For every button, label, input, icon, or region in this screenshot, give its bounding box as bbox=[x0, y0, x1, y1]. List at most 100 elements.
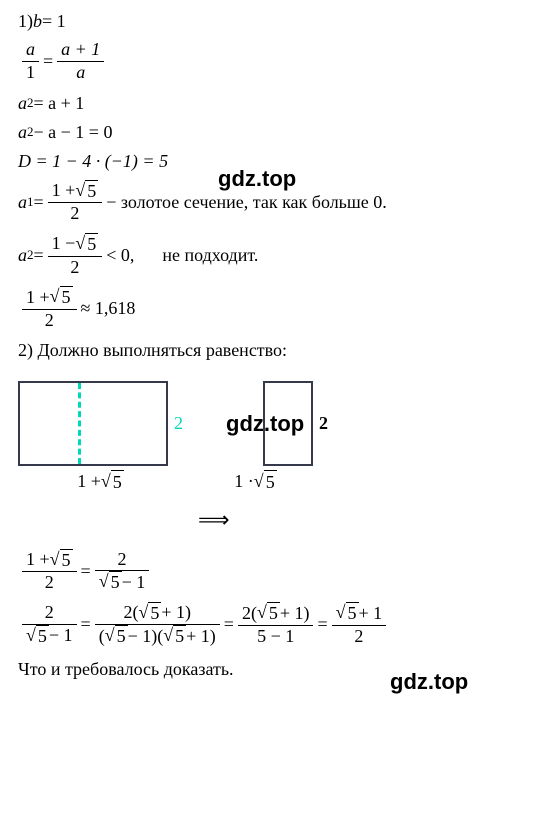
approx: ≈ 1,618 bbox=[81, 297, 136, 320]
sqrt-arg: 5 bbox=[85, 180, 98, 203]
var-a: a bbox=[18, 92, 27, 115]
num-pre: 1 + bbox=[26, 287, 50, 309]
fraction: 2( √5 + 1) 5 − 1 bbox=[238, 602, 314, 647]
num-pre: 1 + bbox=[52, 180, 76, 202]
equation-2: 2 √5 − 1 = 2( √5 + 1) ( √5 − 1)( √5 + 1)… bbox=[18, 602, 530, 648]
den: 2 bbox=[66, 257, 83, 279]
num-pre: 1 − bbox=[52, 233, 76, 255]
big-rect-bottom-label: 1 + √5 bbox=[77, 470, 124, 494]
sqrt-arg: 5 bbox=[173, 625, 186, 648]
sqrt: √5 bbox=[50, 286, 73, 309]
sqrt-arg: 5 bbox=[115, 625, 128, 648]
den-mid: − 1)( bbox=[128, 626, 164, 648]
sqrt: √5 bbox=[75, 180, 98, 203]
equals: = bbox=[34, 244, 44, 267]
implies-arrow: ⟹ bbox=[198, 506, 530, 535]
line-1: 1) b = 1 bbox=[18, 10, 530, 33]
equation-1: 1 + √5 2 = 2 √5 − 1 bbox=[18, 549, 530, 594]
line-4: a2 − a − 1 = 0 bbox=[18, 121, 530, 144]
den-post: + 1) bbox=[186, 626, 216, 648]
sqrt-arg: 5 bbox=[148, 602, 161, 625]
fraction: a 1 bbox=[22, 39, 39, 83]
num-pre: 2( bbox=[123, 602, 138, 624]
sqrt: √5 bbox=[75, 233, 98, 256]
watermark-1: gdz.top bbox=[218, 165, 296, 194]
line-9: 2) Должно выполняться равенство: bbox=[18, 339, 530, 362]
text: = a + 1 bbox=[34, 92, 85, 115]
dashed-line bbox=[78, 383, 81, 464]
sqrt: √5 bbox=[101, 470, 124, 494]
sqrt-arg: 5 bbox=[111, 470, 124, 494]
den: a bbox=[76, 62, 85, 82]
fraction: 2 √5 − 1 bbox=[22, 602, 77, 647]
var-a: a bbox=[18, 121, 27, 144]
fraction: √5 + 1 2 bbox=[332, 602, 387, 647]
line-3: a2 = a + 1 bbox=[18, 92, 530, 115]
equals: = bbox=[224, 613, 234, 636]
fraction: 2 √5 − 1 bbox=[95, 549, 150, 594]
var-a: a bbox=[18, 244, 27, 267]
sqrt-arg: 5 bbox=[267, 602, 280, 625]
sqrt: √5 bbox=[336, 602, 359, 625]
sqrt-arg: 5 bbox=[85, 233, 98, 256]
num-pre: 1 + bbox=[26, 549, 50, 571]
equals: = bbox=[34, 191, 44, 214]
var-b: b bbox=[33, 10, 42, 33]
sqrt: √5 bbox=[99, 571, 122, 594]
text: 2) Должно выполняться равенство: bbox=[18, 339, 287, 362]
den: 1 bbox=[22, 62, 39, 84]
sqrt: √5 bbox=[138, 602, 161, 625]
num: a + 1 bbox=[61, 39, 100, 59]
cmp: < 0, bbox=[106, 244, 134, 267]
fraction: 1 − √5 2 bbox=[48, 233, 103, 278]
text: − золотое сечение, так как больше 0. bbox=[106, 191, 387, 214]
equals: = bbox=[81, 560, 91, 583]
num: 2 bbox=[113, 549, 130, 571]
num-post: + 1) bbox=[161, 602, 191, 624]
den: 2 bbox=[66, 203, 83, 225]
text: = 1 bbox=[42, 10, 66, 33]
text: 1) bbox=[18, 10, 33, 33]
fraction: 1 + √5 2 bbox=[22, 549, 77, 594]
sqrt: √5 bbox=[50, 549, 73, 572]
den: 2 bbox=[41, 572, 58, 594]
sqrt: √5 bbox=[26, 625, 49, 648]
sqrt-arg: 5 bbox=[264, 470, 277, 494]
den: 2 bbox=[350, 626, 367, 648]
num-pre: 2( bbox=[242, 603, 257, 625]
sqrt: √5 bbox=[257, 602, 280, 625]
equals: = bbox=[81, 613, 91, 636]
line-7: a 2 = 1 − √5 2 < 0, не подходит. bbox=[18, 233, 530, 278]
sqrt-arg: 5 bbox=[346, 602, 359, 625]
big-rect-right-label: 2 bbox=[174, 412, 183, 435]
text: не подходит. bbox=[162, 244, 258, 267]
den: 2 bbox=[41, 310, 58, 332]
watermark-3: gdz.top bbox=[390, 668, 468, 697]
sqrt-arg: 5 bbox=[60, 549, 73, 572]
num: 2 bbox=[41, 602, 58, 624]
equals: = bbox=[317, 613, 327, 636]
fraction: 1 + √5 2 bbox=[22, 286, 77, 331]
den: 5 − 1 bbox=[253, 626, 298, 648]
sqrt-arg: 5 bbox=[60, 286, 73, 309]
big-rectangle bbox=[18, 381, 168, 466]
line-8: 1 + √5 2 ≈ 1,618 bbox=[18, 286, 530, 331]
fraction: 2( √5 + 1) ( √5 − 1)( √5 + 1) bbox=[95, 602, 220, 648]
sqrt: √5 bbox=[254, 470, 277, 494]
small-rect-right-label: 2 bbox=[319, 412, 328, 435]
num-post: + 1) bbox=[280, 603, 310, 625]
small-rect-bottom-label: 1 · √5 bbox=[234, 470, 276, 494]
watermark-2: gdz.top bbox=[226, 410, 304, 439]
sqrt-arg: 5 bbox=[109, 571, 122, 594]
text: − a − 1 = 0 bbox=[34, 121, 113, 144]
text: 1 · bbox=[234, 470, 254, 493]
fraction: a + 1 a bbox=[57, 39, 104, 83]
fraction: 1 + √5 2 bbox=[48, 180, 103, 225]
text: 1 + bbox=[77, 470, 101, 493]
text: D = 1 − 4 · (−1) = 5 bbox=[18, 150, 168, 173]
sqrt-arg: 5 bbox=[36, 625, 49, 648]
big-rect-block: 2 1 + √5 bbox=[18, 381, 183, 494]
num-post: + 1 bbox=[359, 603, 383, 625]
equals: = bbox=[43, 50, 53, 73]
var-a: a bbox=[18, 191, 27, 214]
